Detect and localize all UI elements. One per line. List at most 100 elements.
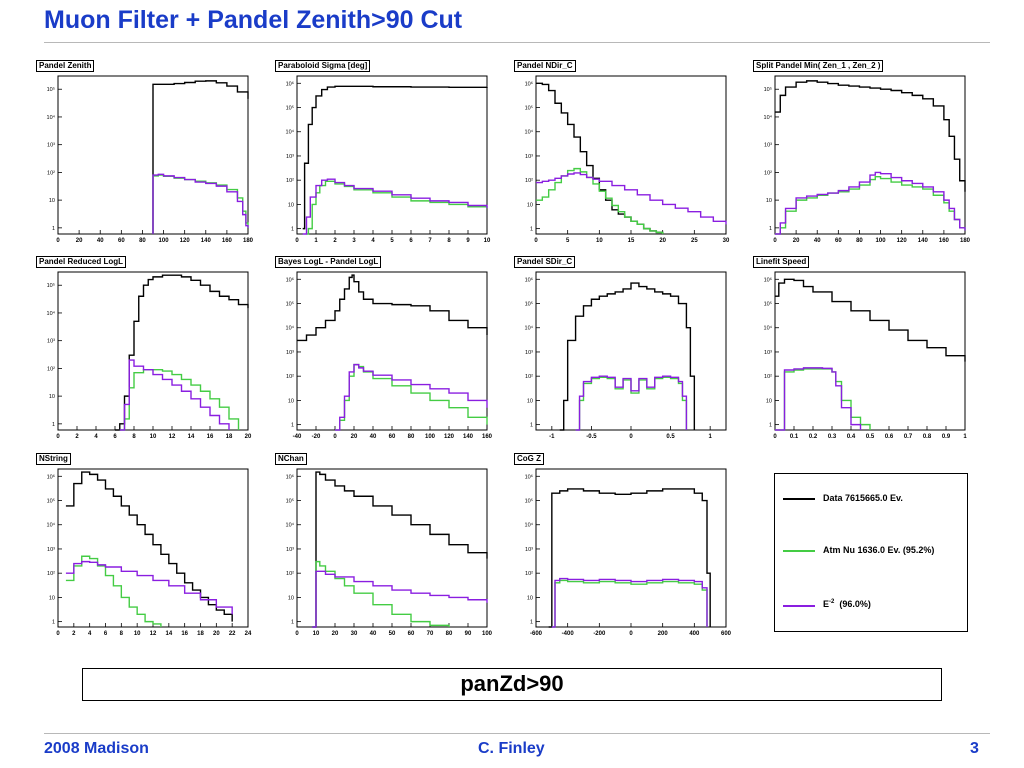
plot-frame	[535, 468, 727, 628]
x-tick-label: 120	[897, 238, 908, 244]
x-tick-label: 8	[447, 238, 451, 244]
y-tick-label: 1	[291, 620, 294, 626]
x-tick-label: 4	[94, 434, 98, 440]
x-tick-label: 1	[708, 434, 712, 440]
x-tick-label: 6	[113, 434, 117, 440]
x-tick-label: 30	[723, 238, 730, 244]
x-tick-label: 4	[371, 238, 375, 244]
x-tick-label: 6	[104, 631, 108, 637]
panel-title: Pandel Zenith	[36, 60, 95, 72]
panel-bayes-logl: -40 -20 0 20 40 60 80 100 120 140 160 1 10 10² 10³ 10⁴ 1…	[275, 256, 493, 446]
series-line	[302, 85, 488, 230]
x-tick-label: -20	[312, 434, 321, 440]
x-tick-label: 0.3	[828, 434, 837, 440]
y-tick-label: 10	[766, 398, 772, 404]
y-tick-label: 10⁶	[286, 276, 294, 283]
y-tick-label: 10³	[764, 143, 772, 149]
x-tick-label: 0.6	[885, 434, 894, 440]
x-tick-label: -600	[530, 631, 543, 637]
y-tick-label: 1	[291, 423, 294, 429]
series-line	[536, 172, 727, 225]
y-tick-label: 1	[291, 227, 294, 233]
x-tick-label: 140	[201, 238, 212, 244]
x-tick-label: 20	[793, 238, 800, 244]
x-tick-label: 2	[333, 238, 337, 244]
series-line	[312, 560, 450, 628]
panel-nchan: 0 10 20 30 40 50 60 70 80 90 100 1 10 10² 10³ 10⁴ 10⁵ 10⁶…	[275, 453, 493, 643]
x-tick-label: 22	[229, 631, 236, 637]
x-tick-label: 0	[56, 631, 60, 637]
y-tick-label: 10	[49, 595, 55, 601]
y-tick-label: 10⁵	[47, 86, 55, 93]
series-line	[548, 488, 711, 628]
y-tick-label: 10⁴	[286, 129, 295, 136]
x-tick-label: 9	[466, 238, 470, 244]
x-tick-label: 3	[352, 238, 356, 244]
x-tick-label: 40	[370, 631, 377, 637]
x-tick-label: 1	[314, 238, 318, 244]
y-tick-label: 10⁵	[525, 498, 533, 505]
x-tick-label: 80	[408, 434, 415, 440]
y-tick-label: 10	[527, 202, 533, 208]
x-tick-label: 0.8	[923, 434, 932, 440]
x-tick-label: 180	[243, 238, 254, 244]
x-tick-label: 70	[427, 631, 434, 637]
x-tick-label: 1	[963, 434, 967, 440]
x-tick-label: 0.5	[866, 434, 875, 440]
y-tick-label: 10²	[286, 178, 294, 184]
y-tick-label: 10⁵	[286, 105, 294, 112]
y-tick-label: 10⁴	[525, 129, 534, 136]
x-tick-label: 50	[389, 631, 396, 637]
y-tick-label: 10³	[525, 547, 533, 553]
y-tick-label: 10	[49, 394, 55, 400]
y-tick-label: 10⁶	[525, 473, 533, 480]
x-tick-label: 7	[428, 238, 432, 244]
x-tick-label: 0	[56, 238, 60, 244]
footer-right: 3	[970, 740, 979, 757]
x-tick-label: 0	[295, 631, 299, 637]
y-tick-label: 10²	[525, 178, 533, 184]
x-tick-label: 2	[72, 631, 76, 637]
y-tick-label: 1	[52, 620, 55, 626]
y-tick-label: 10²	[47, 571, 55, 577]
x-tick-label: 0	[56, 434, 60, 440]
x-tick-label: 0.9	[942, 434, 951, 440]
legend-label-e2: E-2 (96.0%)	[823, 599, 871, 609]
x-tick-label: 120	[180, 238, 191, 244]
x-tick-label: -200	[593, 631, 606, 637]
x-tick-label: 10	[313, 631, 320, 637]
x-tick-label: -400	[562, 631, 575, 637]
y-tick-label: 10⁵	[286, 498, 294, 505]
x-tick-label: 180	[960, 238, 971, 244]
panel-title: Pandel NDir_C	[514, 60, 576, 72]
x-tick-label: 140	[918, 238, 929, 244]
legend-label-data: Data 7615665.0 Ev.	[823, 493, 903, 503]
x-tick-label: 20	[659, 238, 666, 244]
plot-frame	[57, 468, 249, 628]
y-tick-label: 1	[52, 422, 55, 428]
x-tick-label: 0	[629, 631, 633, 637]
x-tick-label: 140	[463, 434, 474, 440]
chart-pandel-zenith: 0 20 40 60 80 100 120 140 160 180 1 10 10² 10³ 10⁴ 10⁵	[47, 75, 254, 244]
series-line	[152, 80, 249, 234]
panel-title: NString	[36, 453, 71, 465]
footer-center: C. Finley	[478, 740, 545, 757]
y-tick-label: 10	[49, 198, 55, 204]
x-tick-label: 600	[721, 631, 732, 637]
legend-e2-rest: (96.0%)	[834, 599, 871, 609]
x-tick-label: 0	[534, 238, 538, 244]
panel-title: CoG Z	[514, 453, 544, 465]
series-line	[575, 375, 688, 431]
x-tick-label: 16	[207, 434, 214, 440]
series-line	[551, 577, 708, 628]
x-tick-label: 0	[773, 434, 777, 440]
y-tick-label: 10²	[764, 170, 772, 176]
x-tick-label: 18	[226, 434, 233, 440]
panel-pandel-zenith: 0 20 40 60 80 100 120 140 160 180 1 10 10² 10³ 10⁴ 10⁵ …	[36, 60, 254, 250]
cut-label: panZd>90	[460, 671, 564, 696]
panel-cog-z: -600 -400 -200 0 200 400 600 1 10 10² 10³ 10⁴ 10⁵ 10⁶…	[514, 453, 732, 643]
y-tick-label: 10⁴	[47, 114, 56, 121]
x-tick-label: 25	[691, 238, 698, 244]
plot-frame	[296, 468, 488, 628]
y-tick-label: 10³	[47, 339, 55, 345]
